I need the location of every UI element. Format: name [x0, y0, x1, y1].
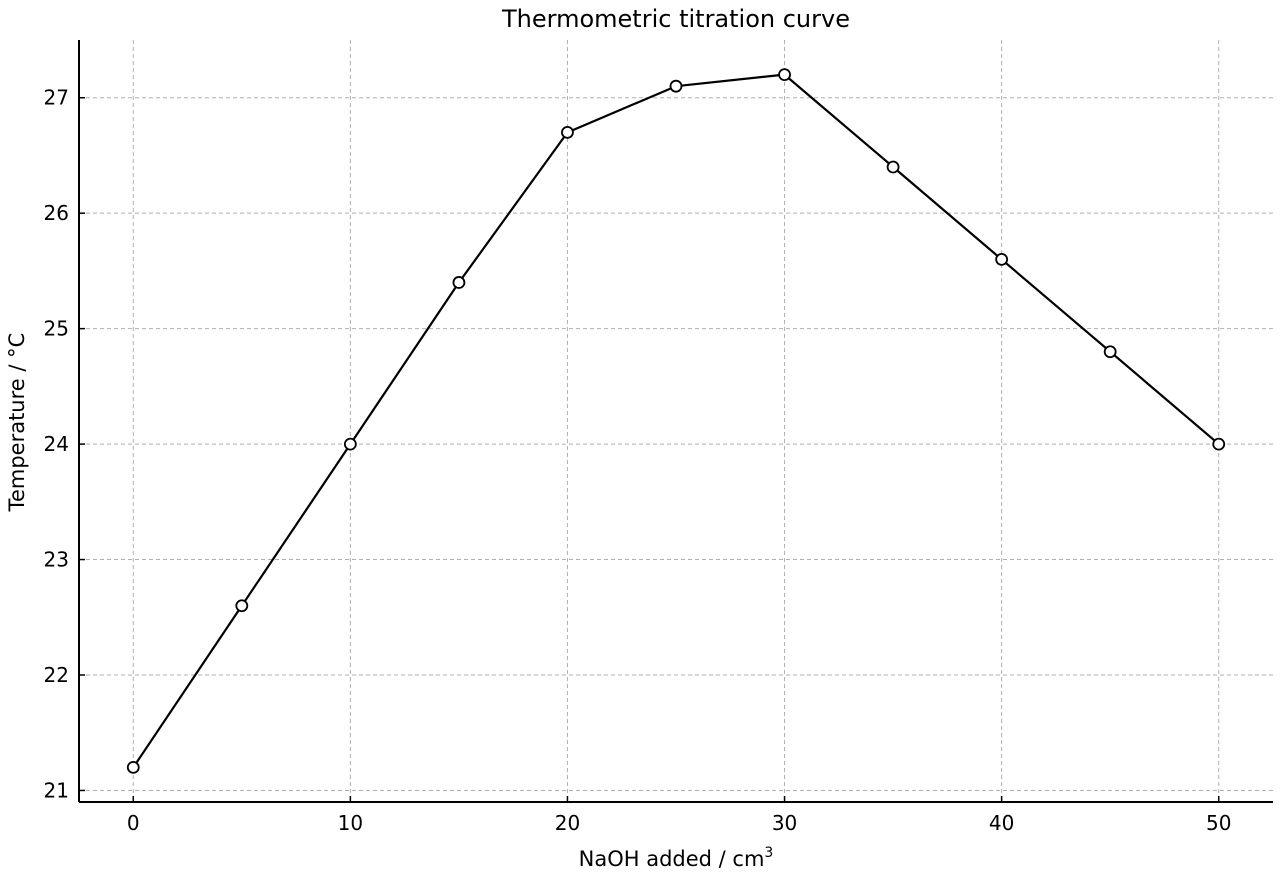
x-tick-label: 10 — [338, 811, 363, 835]
data-point — [886, 160, 900, 174]
chart-title: Thermometric titration curve — [501, 5, 850, 33]
x-axis-title-text: NaOH added / cm — [579, 847, 765, 871]
y-tick-label: 21 — [44, 778, 69, 802]
x-tick-label: 0 — [127, 811, 140, 835]
data-point — [235, 599, 249, 613]
series-line — [132, 73, 1220, 769]
data-point — [1103, 345, 1117, 359]
y-tick-label: 23 — [44, 548, 69, 572]
y-tick-label: 27 — [44, 86, 69, 110]
data-point — [669, 79, 683, 93]
data-point — [778, 68, 791, 82]
y-tick-label: 22 — [44, 663, 69, 687]
grid — [79, 40, 1273, 802]
y-tick-label: 26 — [44, 201, 69, 225]
ticks: 0 10 20 30 40 50 21 22 23 24 25 26 27 — [44, 86, 1232, 835]
axes — [78, 40, 1273, 803]
y-tick-label: 24 — [44, 432, 69, 456]
series-layer — [126, 68, 1226, 774]
x-tick-label: 20 — [555, 811, 580, 835]
data-point — [995, 252, 1009, 266]
x-tick-label: 30 — [772, 811, 797, 835]
data-point — [1212, 437, 1226, 451]
data-point — [561, 125, 574, 139]
x-tick-label: 40 — [989, 811, 1014, 835]
y-tick-label: 25 — [44, 317, 69, 341]
x-axis-title: NaOH added / cm3 — [579, 845, 774, 871]
data-point — [126, 760, 140, 774]
y-axis-title: Temperature / °C — [5, 333, 29, 513]
data-point — [343, 437, 357, 451]
x-tick-label: 50 — [1206, 811, 1231, 835]
data-point — [452, 276, 466, 289]
x-axis-title-superscript: 3 — [764, 845, 773, 861]
